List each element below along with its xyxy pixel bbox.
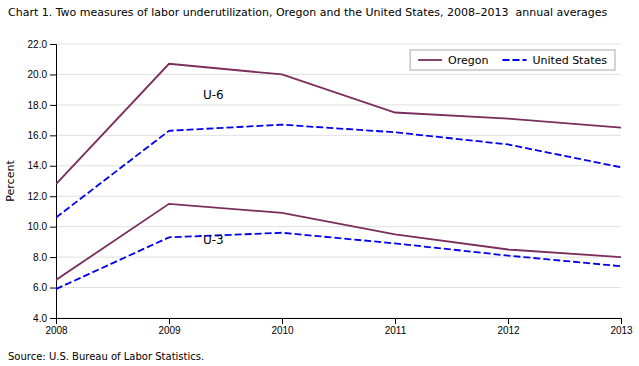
grid-line bbox=[56, 135, 621, 136]
tick: 2010 bbox=[271, 318, 294, 336]
tick-label: 2009 bbox=[158, 325, 181, 336]
tick-label: 20.0 bbox=[28, 69, 48, 80]
series-line bbox=[56, 233, 621, 289]
grid-line bbox=[56, 196, 621, 197]
tick-label: 10.0 bbox=[28, 221, 48, 232]
annotation: U-3 bbox=[203, 233, 224, 247]
grid-line bbox=[56, 165, 621, 166]
tick-label: 8.0 bbox=[33, 252, 47, 263]
lines bbox=[56, 64, 621, 289]
tick-mark bbox=[508, 318, 509, 324]
tick: 2008 bbox=[45, 318, 68, 336]
tick-mark bbox=[395, 318, 396, 324]
chart: Chart 1. Two measures of labor underutil… bbox=[0, 0, 639, 366]
legend: Oregon United States bbox=[410, 50, 615, 70]
y-axis-title: Percent bbox=[4, 160, 17, 202]
legend-swatch bbox=[503, 59, 527, 61]
legend-label: United States bbox=[533, 54, 608, 67]
tick: 2012 bbox=[497, 318, 520, 336]
grid-line bbox=[56, 104, 621, 105]
y-axis: 4.0 6.0 8.0 10.0 12.0 14.0 16.0 18.0 20.0 22.0 bbox=[28, 39, 57, 324]
grid-line bbox=[56, 74, 621, 75]
tick-mark bbox=[50, 196, 56, 197]
tick-label: 4.0 bbox=[33, 313, 47, 324]
title: Chart 1. Two measures of labor underutil… bbox=[8, 6, 607, 19]
tick: 18.0 bbox=[28, 100, 56, 111]
grid-line bbox=[56, 226, 621, 227]
tick-label: 16.0 bbox=[28, 130, 48, 141]
tick-label: 22.0 bbox=[28, 39, 48, 50]
tick-mark bbox=[50, 227, 56, 228]
tick-label: 12.0 bbox=[28, 191, 48, 202]
legend-box bbox=[410, 50, 615, 70]
tick-label: 2008 bbox=[45, 325, 68, 336]
tick: 2009 bbox=[158, 318, 181, 336]
axis-line bbox=[50, 45, 57, 319]
tick-mark bbox=[50, 166, 56, 167]
tick: 6.0 bbox=[33, 282, 56, 293]
series-line bbox=[56, 125, 621, 218]
tick: 10.0 bbox=[28, 221, 56, 232]
tick-label: 18.0 bbox=[28, 100, 48, 111]
tick-mark bbox=[50, 74, 56, 75]
tick-mark bbox=[621, 318, 622, 324]
tick: 22.0 bbox=[28, 39, 56, 50]
grid-line bbox=[56, 287, 621, 288]
annotation: U-6 bbox=[203, 88, 224, 102]
tick: 2011 bbox=[385, 318, 407, 336]
tick: 20.0 bbox=[28, 69, 56, 80]
source: Source: U.S. Bureau of Labor Statistics. bbox=[8, 351, 204, 362]
tick: 12.0 bbox=[28, 191, 56, 202]
tick-mark bbox=[50, 44, 56, 45]
legend-swatch bbox=[418, 59, 442, 61]
series-line bbox=[56, 64, 621, 184]
tick-label: 6.0 bbox=[33, 282, 47, 293]
tick-mark bbox=[50, 257, 56, 258]
tick-mark bbox=[50, 318, 56, 319]
tick-mark bbox=[50, 105, 56, 106]
grid bbox=[56, 44, 621, 318]
tick-mark bbox=[50, 135, 56, 136]
axis-line bbox=[57, 319, 622, 325]
legend-label: Oregon bbox=[448, 54, 488, 67]
tick-label: 2013 bbox=[610, 325, 633, 336]
grid-line bbox=[56, 44, 621, 45]
tick: 2013 bbox=[610, 318, 633, 336]
x-axis: 2008 2009 2010 2011 2012 2013 bbox=[45, 318, 633, 336]
plot: 2008 2009 2010 2011 2012 2013 4.0 6.0 8.0 10.0 12.… bbox=[28, 39, 634, 336]
tick-label: 2011 bbox=[385, 325, 407, 336]
tick-mark bbox=[282, 318, 283, 324]
tick-mark bbox=[50, 288, 56, 289]
tick-mark bbox=[169, 318, 170, 324]
tick-label: 2010 bbox=[271, 325, 294, 336]
tick: 4.0 bbox=[33, 313, 56, 324]
tick-label: 14.0 bbox=[28, 160, 48, 171]
tick: 16.0 bbox=[28, 130, 56, 141]
tick-label: 2012 bbox=[497, 325, 520, 336]
tick: 14.0 bbox=[28, 160, 56, 171]
tick: 8.0 bbox=[33, 252, 56, 263]
series-line bbox=[56, 204, 621, 280]
